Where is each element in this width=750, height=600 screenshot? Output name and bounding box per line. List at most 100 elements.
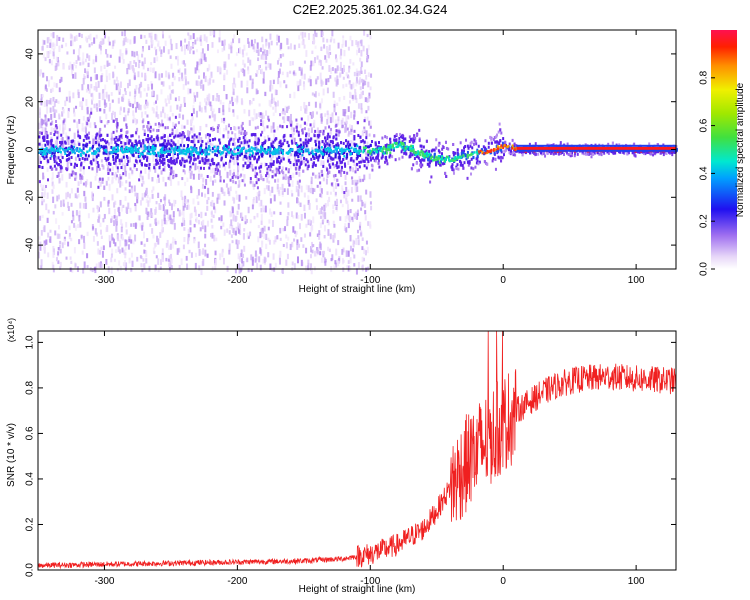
spectrogram-band-cell — [452, 151, 455, 155]
spectrogram-noise-cell — [50, 32, 53, 37]
spectrogram-noise-cell — [350, 84, 353, 90]
spectrogram-band-cell — [306, 167, 309, 171]
spectrogram-noise-cell — [277, 178, 280, 183]
spectrogram-band-cell — [190, 139, 193, 143]
spectrogram-noise-cell — [216, 49, 219, 54]
spectrogram-noise-cell — [157, 267, 160, 273]
spectrogram-noise-cell — [43, 40, 46, 45]
spectrogram-noise-cell — [84, 181, 87, 187]
spectrogram-band-cell — [298, 151, 301, 155]
spectrogram-noise-cell — [246, 38, 249, 44]
spectrogram-noise-cell — [85, 99, 88, 106]
spectrogram-noise-cell — [274, 179, 277, 183]
spectrogram-noise-cell — [241, 164, 244, 171]
spectrogram-band-cell — [328, 143, 331, 147]
spectrogram-noise-cell — [105, 159, 108, 166]
spectrogram-noise-cell — [328, 44, 331, 51]
spectrogram-band-cell — [300, 160, 303, 164]
spectrogram-noise-cell — [151, 213, 154, 218]
spectrogram-noise-cell — [170, 63, 173, 69]
spectrogram-noise-cell — [172, 215, 175, 223]
spectrogram-noise-cell — [281, 183, 284, 191]
spectrogram-noise-cell — [279, 81, 282, 88]
spectrogram-noise-cell — [192, 104, 195, 111]
spectrogram-band-cell — [468, 160, 471, 164]
spectrogram-band-cell — [362, 159, 365, 163]
spectrogram-noise-cell — [207, 99, 210, 106]
spectrogram-noise-cell — [261, 240, 264, 245]
spectrogram-noise-cell — [132, 141, 135, 146]
spectrogram-noise-cell — [303, 44, 306, 49]
spectrogram-band-cell — [114, 159, 117, 163]
spectrogram-band-cell — [236, 148, 239, 152]
spectrogram-band-cell — [590, 151, 593, 155]
spectrogram-noise-cell — [119, 110, 122, 115]
spectrogram-noise-cell — [99, 116, 102, 123]
spectrogram-noise-cell — [55, 83, 58, 88]
spectrogram-noise-cell — [269, 33, 272, 40]
spectrogram-noise-cell — [102, 93, 105, 100]
spectrogram-noise-cell — [355, 77, 358, 84]
spectrogram-band-cell — [139, 142, 142, 146]
spectrogram-band-cell — [256, 160, 259, 164]
spectrogram-band-cell — [459, 159, 462, 163]
spectrogram-band-cell — [537, 152, 540, 156]
spectrogram-noise-cell — [353, 114, 356, 120]
spectrogram-noise-cell — [279, 250, 282, 257]
spectrogram-noise-cell — [121, 31, 124, 37]
spectrogram-noise-cell — [49, 236, 52, 243]
spectrogram-band-cell — [84, 134, 87, 138]
spectrogram-noise-cell — [265, 185, 268, 190]
spectrogram-noise-cell — [61, 44, 64, 49]
spectrogram-noise-cell — [262, 119, 265, 125]
spectrogram-noise-cell — [369, 120, 372, 126]
spectrogram-noise-cell — [118, 88, 121, 95]
spectrogram-noise-cell — [316, 136, 319, 142]
spectrogram-band-cell — [148, 166, 151, 170]
spectrogram-noise-cell — [141, 111, 144, 118]
spectrogram-noise-cell — [93, 122, 96, 126]
spectrogram-band-cell — [147, 127, 150, 131]
spectrogram-band-cell — [329, 165, 332, 169]
spectrogram-band-cell — [177, 121, 180, 125]
spectrogram-band-cell — [47, 118, 50, 122]
spectrogram-band-cell — [59, 158, 62, 162]
spectrogram-noise-cell — [208, 78, 211, 85]
spectrogram-noise-cell — [329, 113, 332, 118]
spectrogram-noise-cell — [337, 260, 340, 267]
spectrogram-noise-cell — [216, 66, 219, 73]
spectrogram-noise-cell — [311, 50, 314, 55]
spectrogram-band-cell — [112, 155, 115, 159]
spectrogram-band-cell — [321, 173, 324, 177]
spectrogram-band-cell — [466, 160, 469, 164]
spectrogram-noise-cell — [236, 210, 239, 215]
spectrogram-band-cell — [95, 155, 98, 159]
spectrogram-band-cell — [365, 156, 368, 160]
spectrogram-noise-cell — [38, 122, 41, 130]
spectrogram-noise-cell — [176, 128, 179, 134]
spectrogram-band-cell — [159, 123, 162, 127]
spectrogram-noise-cell — [100, 75, 103, 82]
spectrogram-noise-cell — [333, 38, 336, 44]
spectrogram-noise-cell — [330, 68, 333, 74]
spectrogram-noise-cell — [220, 225, 223, 230]
spectrogram-noise-cell — [47, 79, 50, 87]
spectrogram-band-cell — [343, 151, 346, 155]
spectrogram-noise-cell — [344, 174, 347, 180]
spectrogram-band-cell — [501, 156, 504, 160]
spectrogram-noise-cell — [145, 99, 148, 106]
spectrogram-noise-cell — [234, 63, 237, 67]
spectrogram-noise-cell — [122, 167, 125, 171]
spectrogram-band-cell — [219, 179, 222, 183]
spectrogram-band-cell — [49, 132, 52, 136]
spectrogram-noise-cell — [195, 49, 198, 53]
spectrogram-band-cell — [318, 175, 321, 179]
spectrogram-noise-cell — [219, 253, 222, 261]
spectrogram-noise-cell — [286, 106, 289, 111]
spectrogram-noise-cell — [105, 180, 108, 186]
spectrogram-band-cell — [306, 140, 309, 144]
spectrogram-noise-cell — [301, 31, 304, 39]
spectrogram-band-cell — [469, 144, 472, 148]
spectrogram-noise-cell — [345, 115, 348, 122]
spectrogram-noise-cell — [150, 208, 153, 215]
